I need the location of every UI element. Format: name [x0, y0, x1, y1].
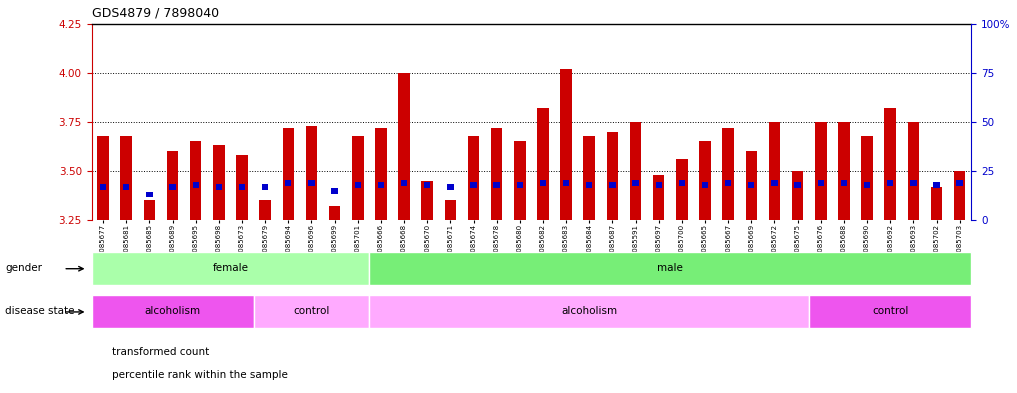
Bar — [375, 128, 386, 220]
Bar — [606, 132, 618, 220]
Bar — [468, 136, 479, 220]
Bar — [560, 69, 572, 220]
Bar — [239, 184, 245, 190]
Bar — [769, 122, 780, 220]
Bar — [447, 184, 454, 190]
Bar — [863, 182, 871, 188]
Bar — [586, 182, 593, 188]
Bar — [794, 182, 800, 188]
Bar — [355, 182, 361, 188]
Bar — [563, 180, 570, 186]
Bar — [100, 184, 107, 190]
Bar — [745, 151, 757, 220]
Bar — [887, 180, 893, 186]
Bar — [653, 175, 664, 220]
Bar — [792, 171, 803, 220]
Bar — [676, 159, 687, 220]
Bar — [253, 295, 369, 328]
Text: alcoholism: alcoholism — [561, 307, 617, 316]
Text: disease state: disease state — [5, 307, 74, 316]
Text: female: female — [213, 263, 248, 273]
Text: transformed count: transformed count — [112, 347, 210, 358]
Text: control: control — [872, 307, 908, 316]
Bar — [377, 182, 384, 188]
Bar — [514, 141, 526, 220]
Bar — [633, 180, 639, 186]
Text: male: male — [657, 263, 683, 273]
Bar — [424, 182, 430, 188]
Bar — [259, 200, 271, 220]
Bar — [332, 188, 338, 193]
Bar — [540, 180, 546, 186]
Bar — [285, 180, 292, 186]
Text: percentile rank within the sample: percentile rank within the sample — [112, 370, 288, 380]
Text: gender: gender — [5, 263, 42, 273]
Text: alcoholism: alcoholism — [144, 307, 200, 316]
Bar — [352, 136, 363, 220]
Bar — [306, 126, 317, 220]
Bar — [328, 206, 341, 220]
Bar — [609, 182, 615, 188]
Bar — [120, 136, 132, 220]
Bar — [401, 180, 407, 186]
Bar — [934, 182, 940, 188]
Bar — [92, 295, 253, 328]
Bar — [143, 200, 156, 220]
Bar — [167, 151, 178, 220]
Bar — [283, 128, 294, 220]
Bar — [630, 122, 642, 220]
Bar — [861, 136, 873, 220]
Bar — [725, 180, 731, 186]
Bar — [444, 200, 457, 220]
Bar — [98, 136, 109, 220]
Bar — [838, 122, 849, 220]
Bar — [216, 184, 222, 190]
Bar — [470, 182, 477, 188]
Bar — [702, 182, 708, 188]
Bar — [910, 180, 916, 186]
Text: GDS4879 / 7898040: GDS4879 / 7898040 — [92, 7, 219, 20]
Bar — [700, 141, 711, 220]
Bar — [493, 182, 499, 188]
Bar — [722, 128, 734, 220]
Bar — [421, 181, 433, 220]
Bar — [236, 155, 248, 220]
Bar — [678, 180, 685, 186]
Bar — [956, 180, 963, 186]
Bar — [815, 122, 827, 220]
Bar — [369, 252, 971, 285]
Bar — [190, 141, 201, 220]
Bar — [818, 180, 824, 186]
Bar — [931, 187, 943, 220]
Bar — [771, 180, 778, 186]
Bar — [885, 108, 896, 220]
Bar — [517, 182, 523, 188]
Bar — [214, 145, 225, 220]
Bar — [584, 136, 595, 220]
Bar — [810, 295, 971, 328]
Bar — [146, 192, 153, 198]
Bar — [92, 252, 369, 285]
Bar — [749, 182, 755, 188]
Bar — [841, 180, 847, 186]
Bar — [656, 182, 662, 188]
Bar — [954, 171, 965, 220]
Bar — [262, 184, 268, 190]
Bar — [907, 122, 919, 220]
Bar — [537, 108, 549, 220]
Bar — [308, 180, 314, 186]
Text: control: control — [293, 307, 330, 316]
Bar — [491, 128, 502, 220]
Bar — [192, 182, 199, 188]
Bar — [123, 184, 129, 190]
Bar — [170, 184, 176, 190]
Bar — [399, 73, 410, 220]
Bar — [369, 295, 810, 328]
